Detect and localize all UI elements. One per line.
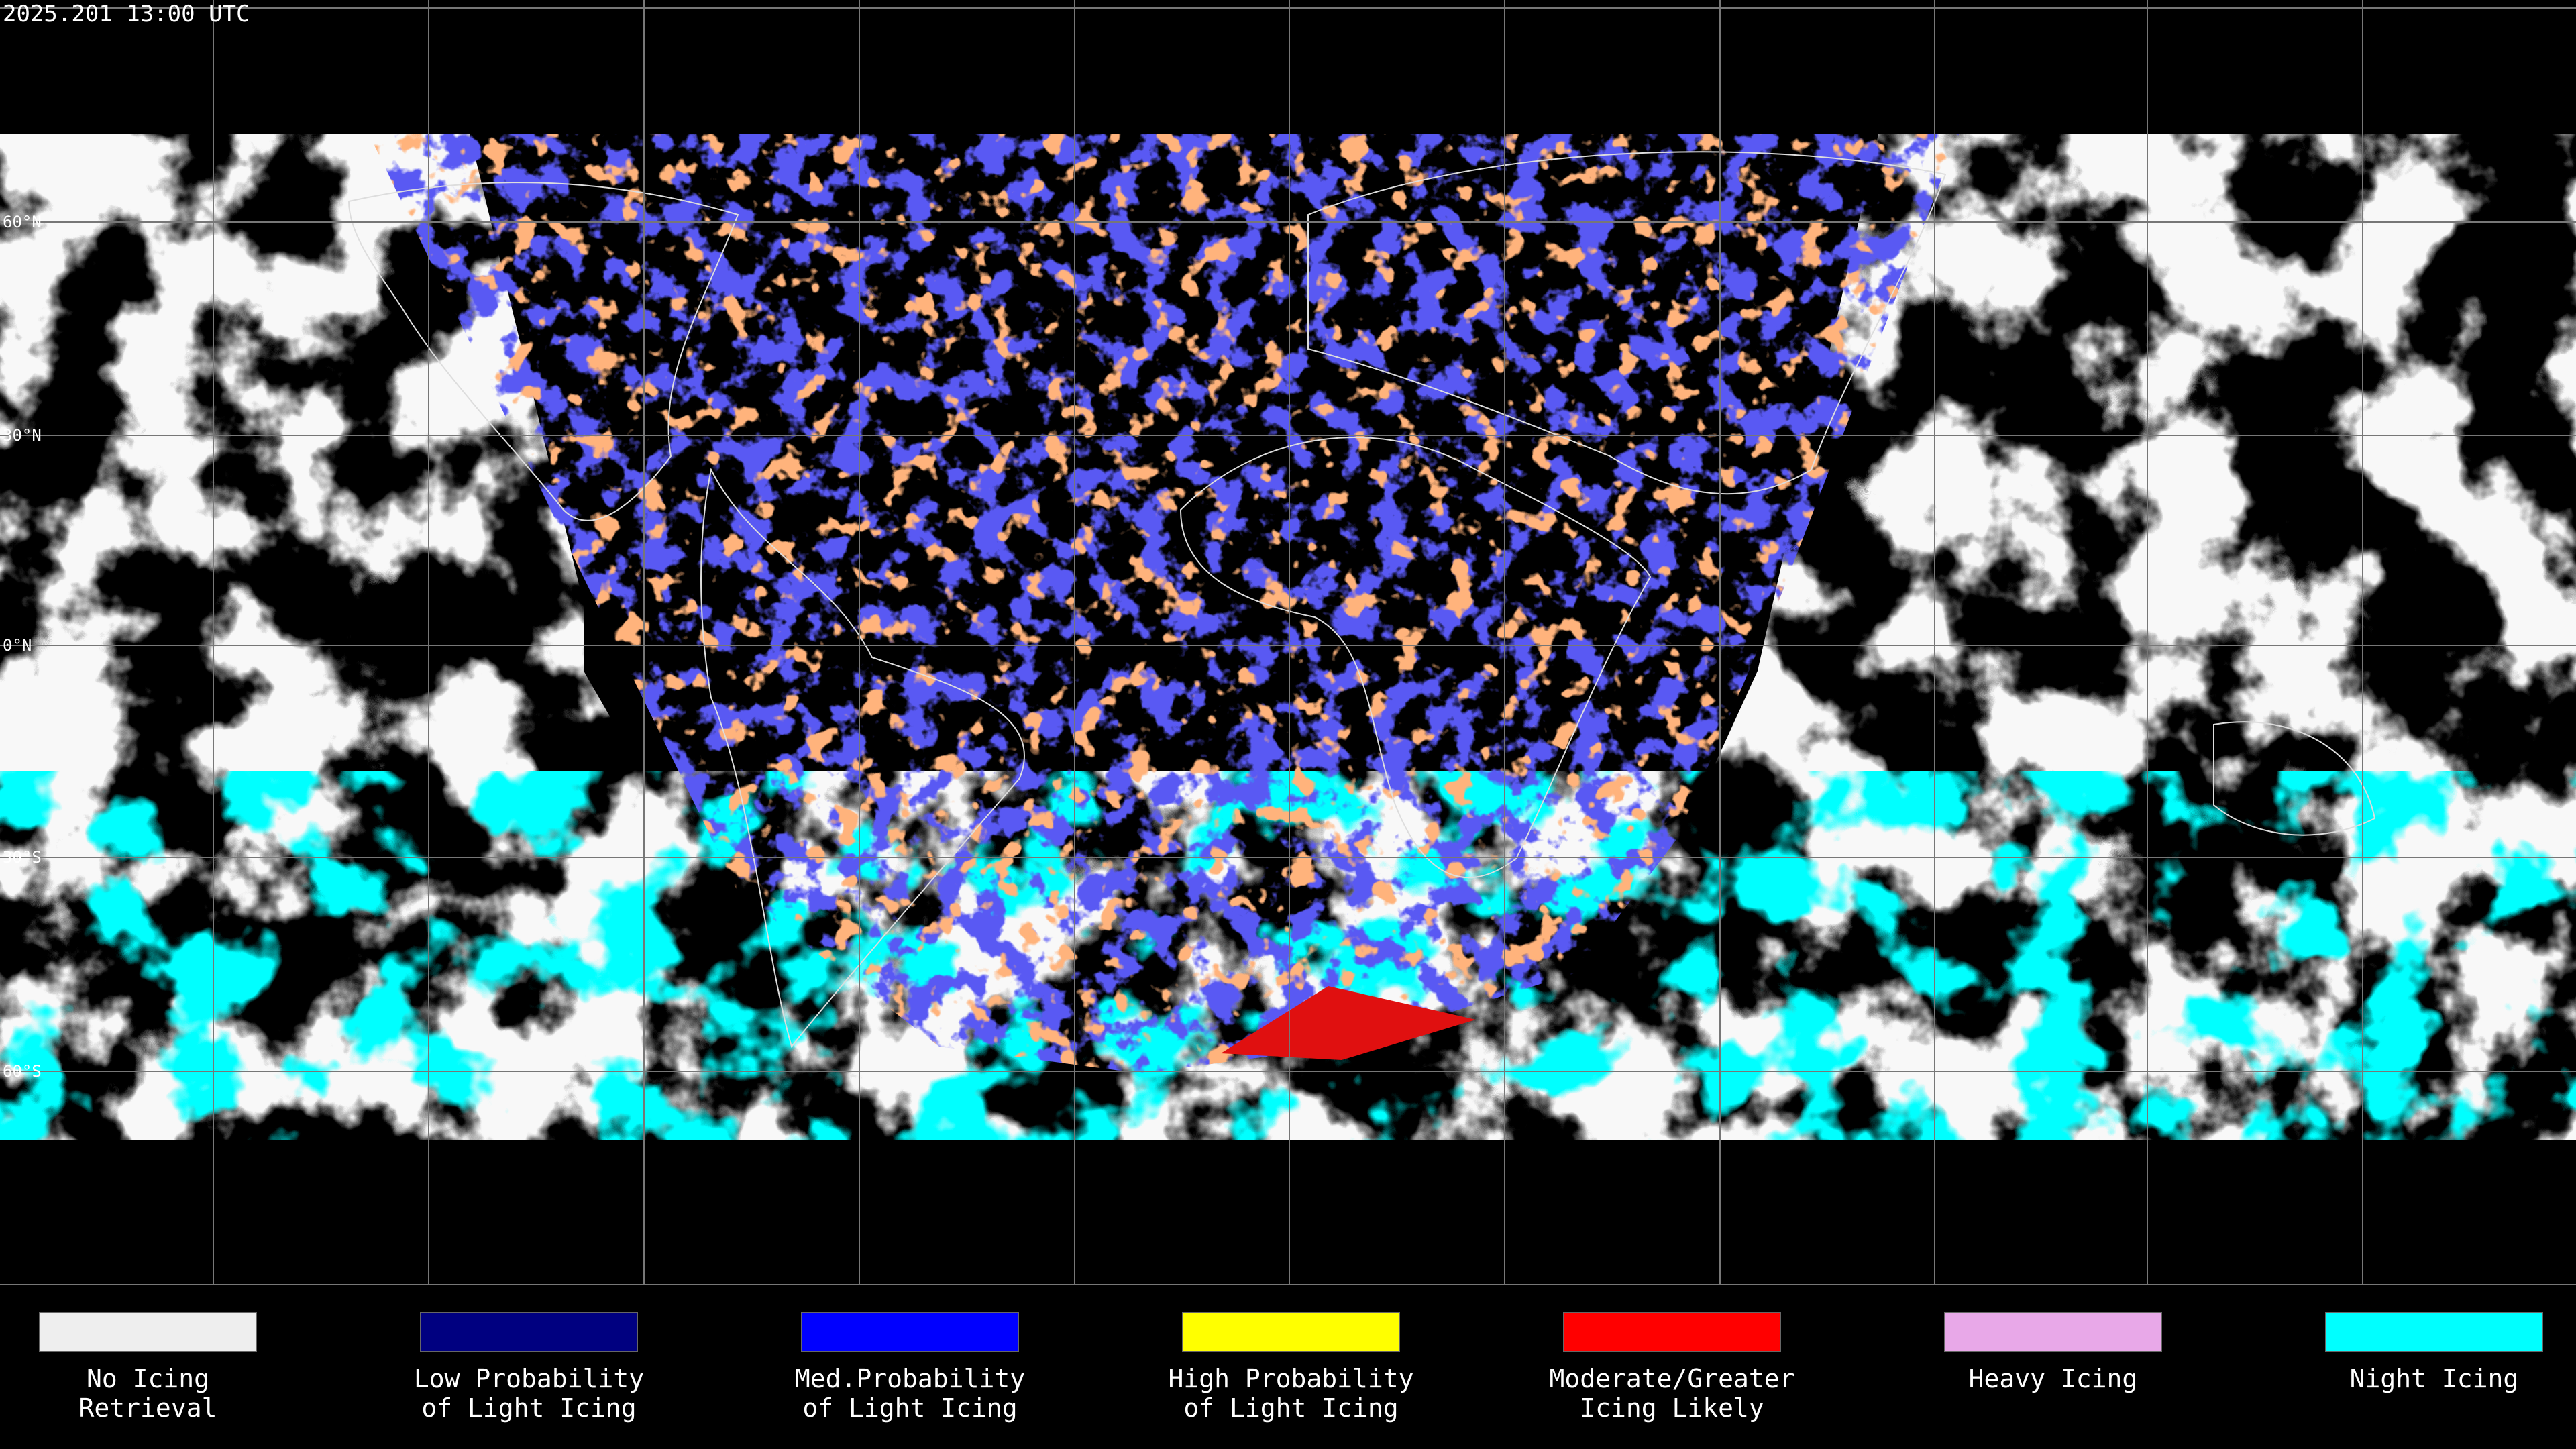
legend-label: Heavy Icing — [1969, 1364, 2138, 1393]
legend-label: Moderate/Greater — [1549, 1364, 1794, 1393]
latitude-label: 60°S — [3, 1062, 42, 1081]
legend-label: No Icing — [87, 1364, 209, 1393]
legend-label: of Light Icing — [421, 1393, 636, 1423]
latitude-label: 0°N — [3, 636, 32, 655]
coastlines — [347, 151, 2376, 1049]
legend-swatch — [39, 1312, 257, 1352]
latitude-labels: 60°N 30°N 0°N 30°S 60°S — [3, 213, 42, 1081]
south-america — [700, 467, 1025, 1049]
legend-swatch — [420, 1312, 638, 1352]
australia — [2213, 721, 2376, 836]
legend-swatch — [2325, 1312, 2543, 1352]
legend-swatch — [1944, 1312, 2162, 1352]
latitude-label: 30°N — [3, 426, 42, 445]
latitude-label: 30°S — [3, 848, 42, 867]
legend-swatch — [1563, 1312, 1781, 1352]
timestamp: 2025.201 13:00 UTC — [3, 1, 250, 28]
legend-label: Retrieval — [79, 1393, 217, 1423]
legend-label: Med.Probability — [795, 1364, 1025, 1393]
legend-swatch — [1182, 1312, 1400, 1352]
eurasia — [1307, 151, 1947, 495]
north-america — [347, 182, 739, 521]
legend-label: of Light Icing — [1183, 1393, 1398, 1423]
legend-label: Low Probability — [414, 1364, 644, 1393]
legend-swatch — [801, 1312, 1019, 1352]
latitude-label: 60°N — [3, 213, 42, 231]
africa — [1179, 437, 1652, 879]
legend-label: Night Icing — [2350, 1364, 2519, 1393]
legend-label: Icing Likely — [1580, 1393, 1764, 1423]
legend-label: High Probability — [1168, 1364, 1413, 1393]
icing-patch — [1221, 986, 1476, 1060]
legend-label: of Light Icing — [802, 1393, 1017, 1423]
graticule — [0, 0, 2576, 1285]
